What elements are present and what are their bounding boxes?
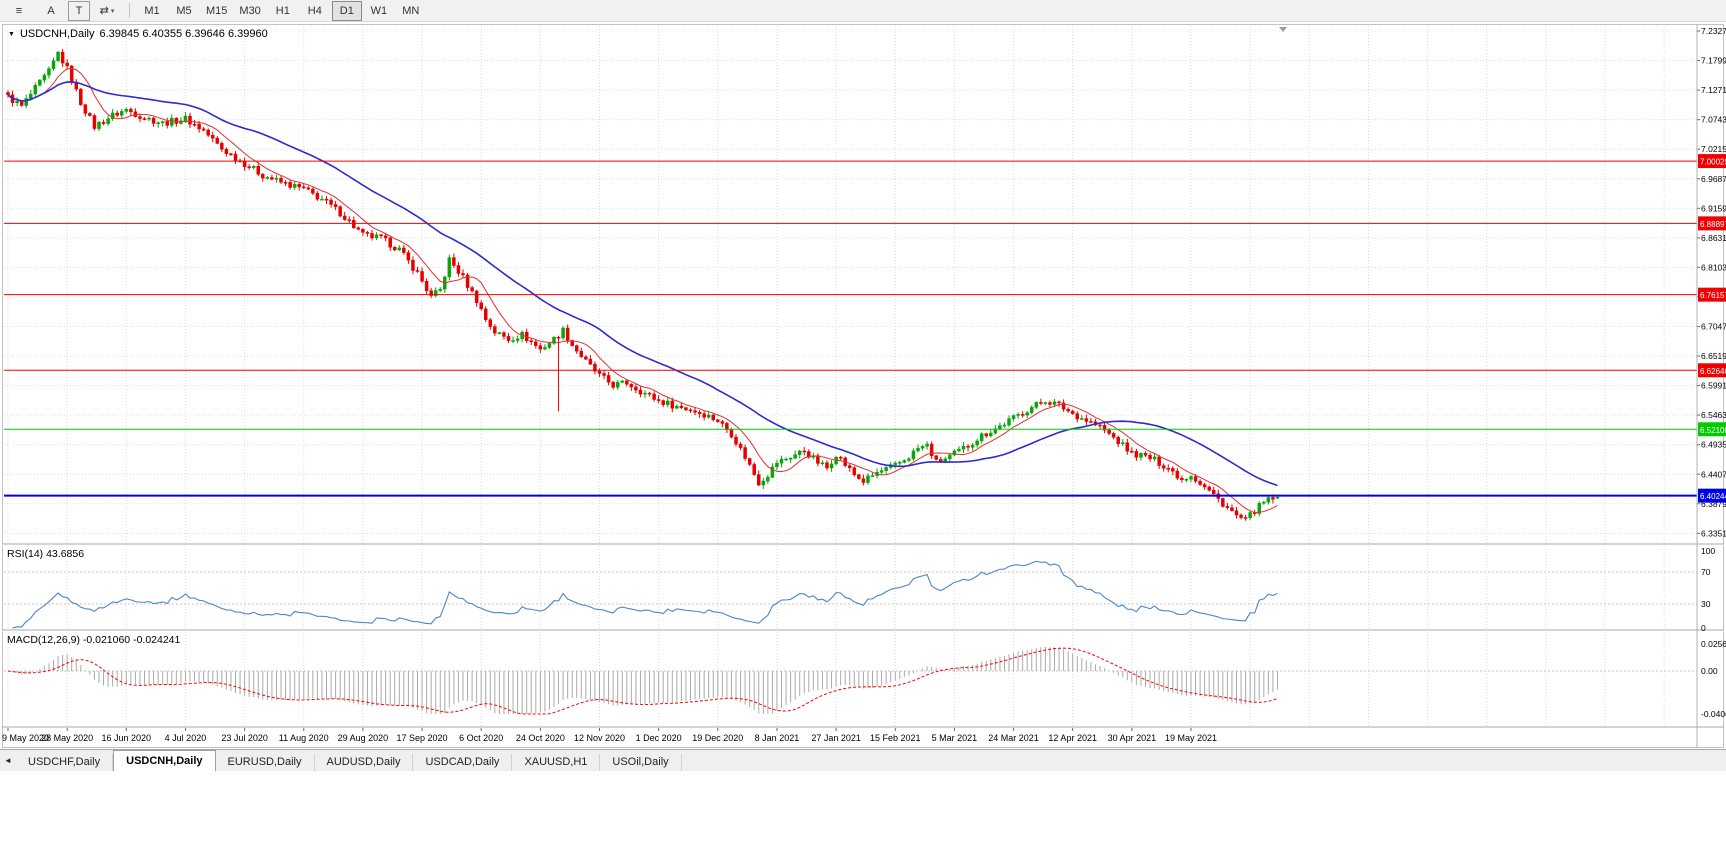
tab-usdchf[interactable]: USDCHF,Daily: [16, 754, 114, 771]
tab-scroll-left-icon[interactable]: ◄: [4, 756, 12, 765]
timeframe-m15-button[interactable]: M15: [206, 4, 228, 17]
price-axis[interactable]: [1697, 24, 1726, 748]
tab-usdcnh[interactable]: USDCNH,Daily: [113, 750, 216, 771]
macd-indicator-label: MACD(12,26,9) -0.021060 -0.024241: [7, 634, 181, 646]
label-tool-label: T: [75, 4, 83, 17]
timeframe-h1-button[interactable]: H1: [275, 4, 290, 17]
text-tool-label: A: [47, 4, 55, 17]
menu-glyph: ≡: [15, 4, 23, 17]
chart-canvas[interactable]: [2, 24, 1697, 727]
menu-icon[interactable]: ≡: [4, 1, 34, 21]
rsi-indicator-label: RSI(14) 43.6856: [7, 548, 85, 560]
timeframe-w1-button[interactable]: W1: [370, 4, 388, 17]
toolbar-separator: [129, 3, 130, 18]
tab-eurusd[interactable]: EURUSD,Daily: [216, 754, 315, 771]
cycle-tool-button[interactable]: ⇄ ▾: [92, 1, 122, 21]
chart-tabbar: ◄ USDCHF,Daily USDCNH,Daily EURUSD,Daily…: [0, 749, 1726, 771]
timeframe-m30-button[interactable]: M30: [239, 4, 261, 17]
tab-xauusd[interactable]: XAUUSD,H1: [512, 754, 601, 771]
time-axis[interactable]: [2, 727, 1697, 748]
timeframe-m1-button[interactable]: M1: [144, 4, 160, 17]
label-tool-button[interactable]: T: [68, 0, 90, 21]
timeframe-mn-button[interactable]: MN: [402, 4, 420, 17]
timeframe-d1-button[interactable]: D1: [331, 0, 362, 21]
collapse-chart-icon[interactable]: ▼: [8, 30, 15, 38]
tab-audusd[interactable]: AUDUSD,Daily: [315, 754, 414, 771]
tab-usoil[interactable]: USOil,Daily: [600, 754, 682, 771]
cycle-arrows-icon: ⇄: [99, 5, 109, 17]
toolbar: ≡ A T ⇄ ▾ M1 M5 M15 M30 H1 H4 D1 W1 MN: [0, 0, 1726, 22]
timeframe-m5-button[interactable]: M5: [176, 4, 192, 17]
timeframe-h4-button[interactable]: H4: [307, 4, 322, 17]
tab-usdcad[interactable]: USDCAD,Daily: [413, 754, 513, 771]
text-tool-button[interactable]: A: [36, 1, 66, 21]
chevron-down-icon: ▾: [110, 7, 115, 15]
